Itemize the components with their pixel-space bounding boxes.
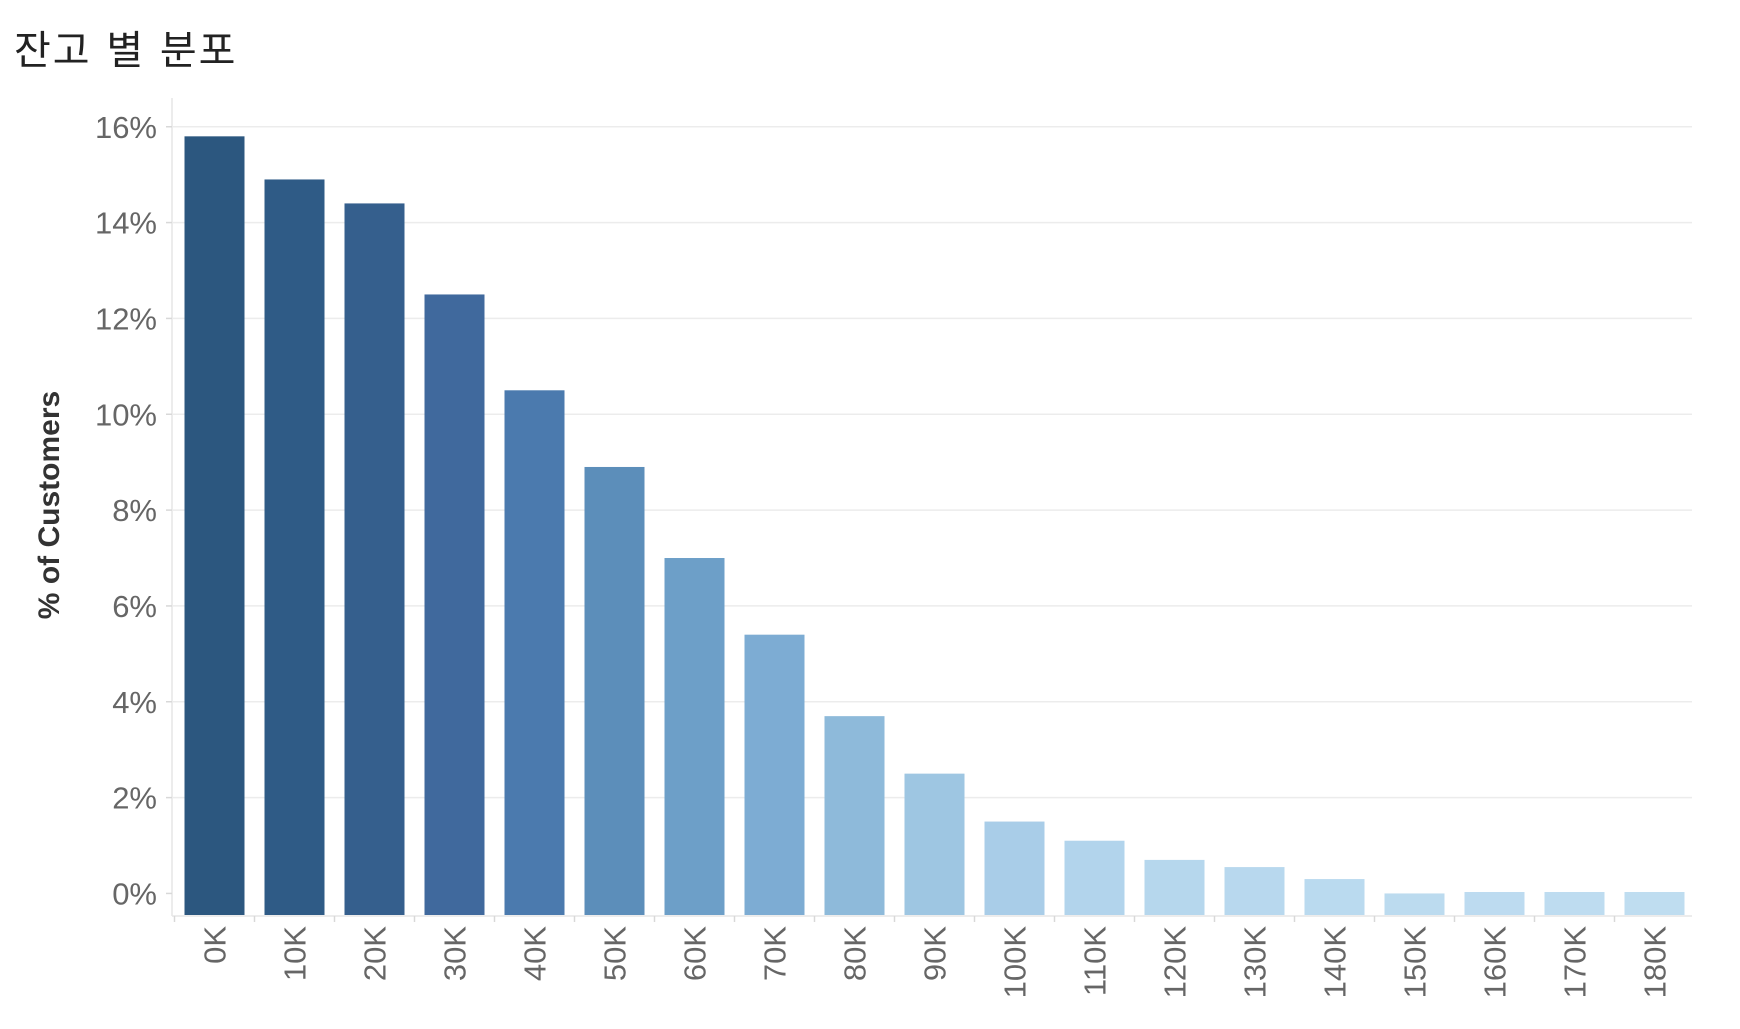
y-axis-title: % of Customers bbox=[33, 391, 66, 619]
x-tick-label: 60K bbox=[678, 926, 713, 981]
bar-150k[interactable] bbox=[1384, 893, 1445, 915]
bar-40k[interactable] bbox=[504, 390, 565, 915]
x-tick-label: 170K bbox=[1558, 926, 1593, 999]
x-tick-label: 80K bbox=[838, 926, 873, 981]
bar-140k[interactable] bbox=[1304, 879, 1365, 915]
x-tick-label: 100K bbox=[998, 926, 1033, 999]
bar-80k[interactable] bbox=[824, 716, 885, 915]
y-tick-label: 8% bbox=[112, 493, 157, 528]
y-tick-label: 4% bbox=[112, 685, 157, 720]
x-tick-label: 110K bbox=[1078, 926, 1113, 996]
x-tick-label: 70K bbox=[758, 926, 793, 981]
bar-60k[interactable] bbox=[664, 558, 725, 915]
x-tick-label: 150K bbox=[1398, 926, 1433, 999]
y-tick-label: 10% bbox=[95, 397, 157, 432]
bar-180k[interactable] bbox=[1624, 891, 1685, 915]
y-tick-label: 16% bbox=[95, 110, 157, 145]
x-tick-label: 140K bbox=[1318, 926, 1353, 999]
x-tick-label: 180K bbox=[1638, 926, 1673, 999]
bar-130k[interactable] bbox=[1224, 867, 1285, 915]
x-tick-label: 90K bbox=[918, 926, 953, 981]
y-tick-label: 0% bbox=[112, 876, 157, 911]
y-tick-label: 2% bbox=[112, 781, 157, 816]
bar-110k[interactable] bbox=[1064, 840, 1125, 915]
bar-50k[interactable] bbox=[584, 466, 645, 915]
bar-120k[interactable] bbox=[1144, 859, 1205, 915]
bar-30k[interactable] bbox=[424, 294, 485, 915]
x-tick-label: 160K bbox=[1478, 926, 1513, 999]
bar-0k[interactable] bbox=[184, 136, 245, 916]
bar-100k[interactable] bbox=[984, 821, 1045, 915]
bar-160k[interactable] bbox=[1464, 891, 1525, 915]
y-tick-label: 14% bbox=[95, 206, 157, 241]
x-tick-label: 130K bbox=[1238, 926, 1273, 999]
x-tick-label: 120K bbox=[1158, 926, 1193, 999]
bar-20k[interactable] bbox=[344, 203, 405, 915]
y-tick-label: 12% bbox=[95, 301, 157, 336]
x-tick-label: 30K bbox=[438, 926, 473, 981]
bar-10k[interactable] bbox=[264, 179, 325, 916]
x-tick-label: 50K bbox=[598, 926, 633, 981]
y-tick-label: 6% bbox=[112, 589, 157, 624]
bar-70k[interactable] bbox=[744, 634, 805, 915]
x-tick-label: 10K bbox=[278, 926, 313, 981]
x-tick-label: 0K bbox=[198, 926, 233, 964]
x-tick-label: 40K bbox=[518, 926, 553, 981]
x-tick-label: 20K bbox=[358, 926, 393, 981]
bar-170k[interactable] bbox=[1544, 891, 1605, 915]
bar-90k[interactable] bbox=[904, 773, 965, 915]
chart-title: 잔고 별 분포 bbox=[14, 28, 238, 74]
